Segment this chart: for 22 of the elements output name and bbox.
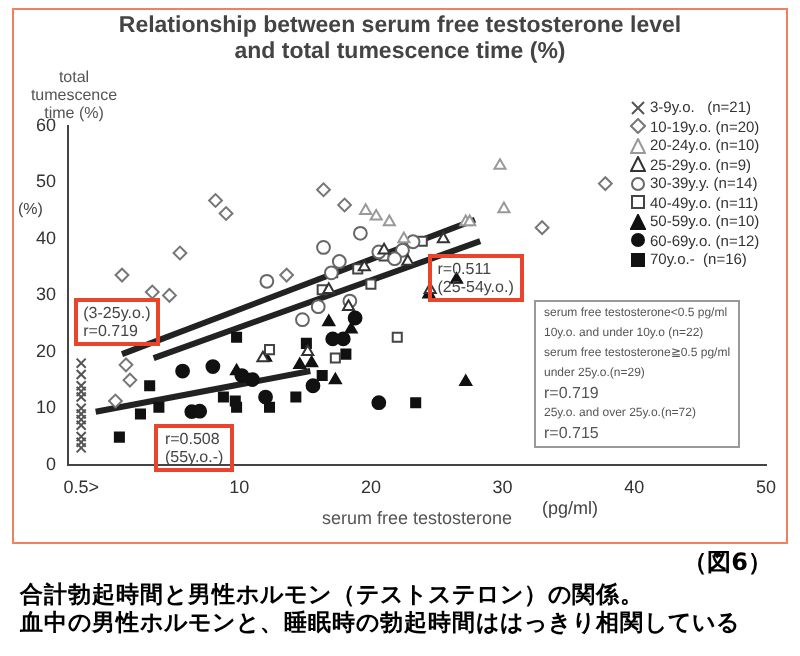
y-tick-label: 40 bbox=[35, 227, 57, 248]
text: （図6） bbox=[681, 546, 772, 580]
x-tick-label: 30 bbox=[492, 476, 513, 497]
text: 合計勃起時間と男性ホルモン（テストステロン）の関係。 bbox=[20, 580, 646, 608]
x-tick-label: 40 bbox=[624, 476, 645, 497]
y-tick-label: 0 bbox=[45, 453, 57, 474]
text: (pg/ml) bbox=[542, 498, 599, 519]
y-tick-label: 30 bbox=[35, 284, 57, 305]
text: (%) bbox=[18, 200, 43, 219]
x-tick-label: 10 bbox=[229, 476, 250, 497]
x-tick-label: 20 bbox=[360, 476, 381, 497]
x-axis-title: serum free testosterone bbox=[321, 508, 513, 529]
y-tick-label: 50 bbox=[35, 171, 57, 192]
chart-title: Relationship between serum free testosterone level and total tumescence time (%) bbox=[116, 14, 684, 66]
text: 血中の男性ホルモンと、睡眠時の勃起時間ははっきり相関している bbox=[20, 608, 742, 636]
annotation: r=0.508 (55y.o.-) bbox=[154, 423, 234, 471]
annotation: r=0.511 (25-54y.o.) bbox=[427, 253, 524, 302]
y-tick-label: 20 bbox=[35, 340, 57, 361]
x-tick-label: 50 bbox=[755, 476, 776, 497]
annotation: (3-25y.o.) r=0.719 bbox=[73, 298, 161, 347]
y-tick-label: 10 bbox=[35, 397, 57, 418]
x-tick-label: 0.5> bbox=[63, 476, 99, 497]
